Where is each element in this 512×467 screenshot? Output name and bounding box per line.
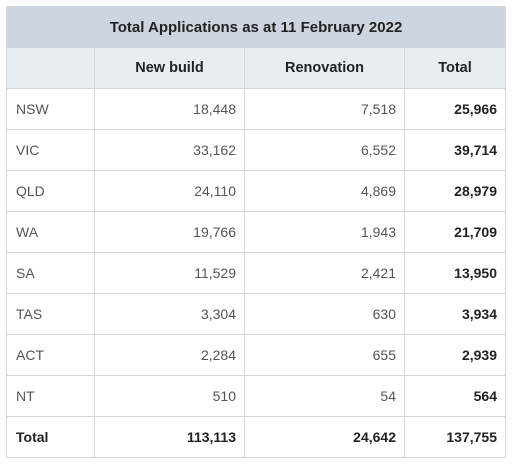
row-renovation: 655	[244, 334, 405, 376]
row-new-build: 33,162	[94, 129, 245, 171]
table-row: QLD 24,110 4,869 28,979	[6, 170, 506, 212]
applications-table-container: Total Applications as at 11 February 202…	[6, 6, 506, 458]
table-title-row: Total Applications as at 11 February 202…	[6, 6, 506, 48]
table-header-row: New build Renovation Total	[6, 47, 506, 89]
table-row: TAS 3,304 630 3,934	[6, 293, 506, 335]
row-renovation: 2,421	[244, 252, 405, 294]
row-total: 3,934	[404, 293, 506, 335]
header-new-build: New build	[94, 47, 245, 89]
row-total: 2,939	[404, 334, 506, 376]
row-total: 13,950	[404, 252, 506, 294]
table-title: Total Applications as at 11 February 202…	[6, 6, 506, 48]
row-total: 564	[404, 375, 506, 417]
row-new-build: 2,284	[94, 334, 245, 376]
table-row: VIC 33,162 6,552 39,714	[6, 129, 506, 171]
total-renovation: 24,642	[244, 416, 405, 458]
row-renovation: 54	[244, 375, 405, 417]
row-state: SA	[6, 252, 95, 294]
row-new-build: 24,110	[94, 170, 245, 212]
row-new-build: 19,766	[94, 211, 245, 253]
row-state: NSW	[6, 88, 95, 130]
row-total: 21,709	[404, 211, 506, 253]
row-state: ACT	[6, 334, 95, 376]
row-renovation: 1,943	[244, 211, 405, 253]
applications-table: Total Applications as at 11 February 202…	[6, 6, 506, 458]
row-new-build: 11,529	[94, 252, 245, 294]
row-total: 39,714	[404, 129, 506, 171]
row-renovation: 630	[244, 293, 405, 335]
row-state: NT	[6, 375, 95, 417]
row-total: 25,966	[404, 88, 506, 130]
row-state: WA	[6, 211, 95, 253]
row-total: 28,979	[404, 170, 506, 212]
row-state: TAS	[6, 293, 95, 335]
row-renovation: 4,869	[244, 170, 405, 212]
header-total: Total	[404, 47, 506, 89]
total-label: Total	[6, 416, 95, 458]
total-new-build: 113,113	[94, 416, 245, 458]
table-row: ACT 2,284 655 2,939	[6, 334, 506, 376]
row-state: VIC	[6, 129, 95, 171]
row-new-build: 3,304	[94, 293, 245, 335]
row-renovation: 6,552	[244, 129, 405, 171]
table-row: NT 510 54 564	[6, 375, 506, 417]
row-new-build: 18,448	[94, 88, 245, 130]
total-grand: 137,755	[404, 416, 506, 458]
header-state	[6, 47, 95, 89]
table-row: SA 11,529 2,421 13,950	[6, 252, 506, 294]
table-row: NSW 18,448 7,518 25,966	[6, 88, 506, 130]
table-total-row: Total 113,113 24,642 137,755	[6, 416, 506, 458]
row-renovation: 7,518	[244, 88, 405, 130]
row-state: QLD	[6, 170, 95, 212]
row-new-build: 510	[94, 375, 245, 417]
table-row: WA 19,766 1,943 21,709	[6, 211, 506, 253]
header-renovation: Renovation	[244, 47, 405, 89]
